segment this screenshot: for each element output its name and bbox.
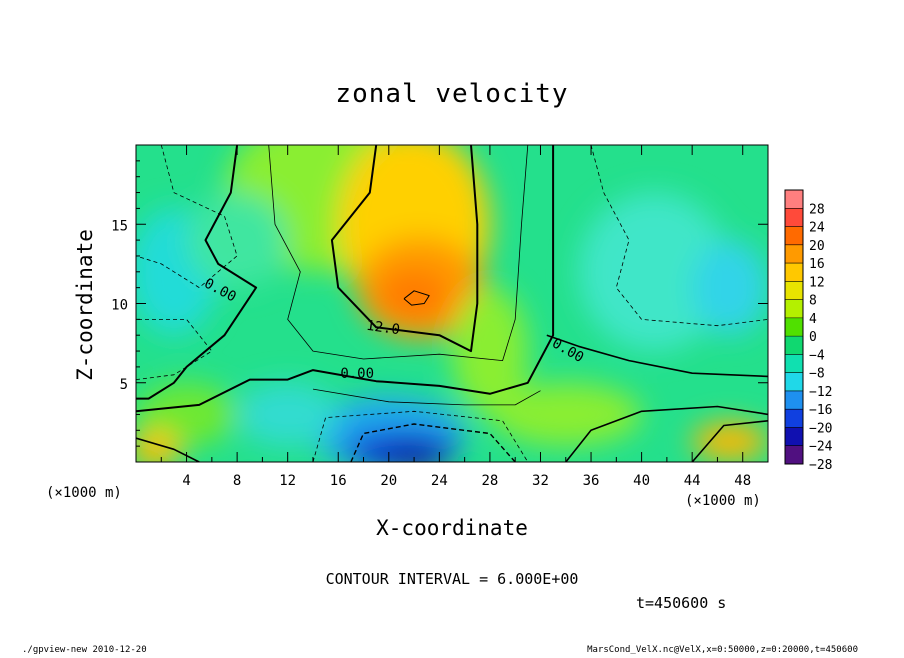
colorbar-cell bbox=[785, 299, 803, 318]
colorbar-cell bbox=[785, 354, 803, 373]
colorbar-cell bbox=[785, 390, 803, 410]
colorbar-label: −8 bbox=[809, 367, 825, 382]
x-tick-label: 16 bbox=[330, 473, 347, 489]
colorbar-label: 4 bbox=[809, 312, 817, 327]
colorbar-label: −16 bbox=[809, 403, 832, 418]
field-blob bbox=[378, 270, 450, 321]
contour-line bbox=[350, 423, 516, 462]
colorbar-cell bbox=[785, 244, 803, 264]
chart-title: zonal velocity bbox=[335, 79, 568, 109]
contour-line bbox=[312, 410, 529, 462]
colorbar-label: −4 bbox=[809, 348, 825, 363]
colorbar-label: 24 bbox=[809, 221, 825, 236]
x-tick-label: 12 bbox=[279, 473, 296, 489]
x-tick-label: 20 bbox=[380, 473, 397, 489]
contour-interval-text: CONTOUR INTERVAL = 6.000E+00 bbox=[326, 570, 579, 588]
x-tick-label: 36 bbox=[583, 473, 600, 489]
field-blobs bbox=[136, 145, 768, 462]
footer-left: ./gpview-new 2010-12-20 bbox=[22, 645, 147, 654]
x-axis-ticks: 4 8 12 16 20 24 28 32 36 40 44 48 bbox=[160, 145, 751, 489]
x-tick-label: 44 bbox=[684, 473, 701, 489]
contour-label: 0.00 bbox=[340, 366, 374, 382]
y-unit-label: (×1000 m) bbox=[46, 485, 122, 501]
colorbar-cell bbox=[785, 208, 803, 227]
colorbar-label: −24 bbox=[809, 440, 833, 455]
contour-line bbox=[136, 145, 258, 400]
colorbar-label: −20 bbox=[809, 421, 832, 436]
colorbar-cell bbox=[785, 336, 803, 355]
contour-line bbox=[403, 290, 430, 306]
x-axis-title: X-coordinate bbox=[376, 516, 528, 540]
contour-line bbox=[136, 145, 555, 413]
colorbar-label: 20 bbox=[809, 239, 825, 254]
y-tick-label: 15 bbox=[111, 218, 128, 234]
contour-line bbox=[268, 145, 529, 362]
x-tick-label: 40 bbox=[633, 473, 650, 489]
colorbar-cell bbox=[785, 409, 803, 428]
field-blob bbox=[578, 192, 731, 352]
y-axis-title: Z-coordinate bbox=[73, 229, 97, 381]
field-blob bbox=[237, 382, 339, 447]
colorbar-label: −28 bbox=[809, 458, 832, 473]
x-tick-label: 24 bbox=[431, 473, 448, 489]
x-tick-label: 48 bbox=[734, 473, 751, 489]
field-blob bbox=[489, 382, 642, 447]
contour-line bbox=[330, 145, 479, 353]
footer-right: MarsCond_VelX.nc@VelX,x=0:50000,z=0:2000… bbox=[587, 645, 858, 654]
field-blob bbox=[186, 192, 288, 288]
contour-line bbox=[136, 437, 200, 462]
colorbar-label: −12 bbox=[809, 385, 832, 400]
field-blob bbox=[692, 240, 768, 336]
colorbar-label: 12 bbox=[809, 275, 825, 290]
colorbar-cell bbox=[785, 281, 803, 300]
x-tick-label: 32 bbox=[532, 473, 549, 489]
contour-label: 12.0 bbox=[365, 318, 401, 339]
colorbar-label: 28 bbox=[809, 202, 825, 217]
y-tick-label: 10 bbox=[111, 298, 128, 314]
contour-line bbox=[590, 145, 768, 327]
contour-line bbox=[565, 405, 768, 462]
colorbar-cell bbox=[785, 263, 803, 282]
colorbar: 28 24 20 16 12 8 4 0 −4 −8 −12 −16 −20 −24 −28 bbox=[784, 189, 833, 473]
colorbar-label: 0 bbox=[809, 330, 817, 345]
contour-lines bbox=[136, 145, 768, 462]
colorbar-cell bbox=[785, 317, 803, 337]
x-tick-label: 8 bbox=[233, 473, 241, 489]
y-tick-label: 5 bbox=[120, 377, 128, 393]
contour-line bbox=[136, 145, 238, 289]
field-blob bbox=[452, 287, 528, 415]
colorbar-cell bbox=[785, 226, 803, 245]
y-axis-ticks: 5 10 15 bbox=[111, 160, 768, 447]
contour-line bbox=[691, 420, 768, 462]
contour-line bbox=[546, 334, 768, 378]
field-blob bbox=[692, 422, 768, 461]
x-tick-label: 4 bbox=[182, 473, 190, 489]
colorbar-label: 16 bbox=[809, 257, 825, 272]
colorbar-cell bbox=[785, 190, 803, 209]
x-unit-label: (×1000 m) bbox=[685, 493, 761, 509]
colorbar-cell bbox=[785, 372, 803, 391]
colorbar-label: 8 bbox=[809, 294, 817, 309]
contour-line bbox=[312, 388, 541, 406]
colorbar-cell bbox=[785, 427, 803, 446]
time-label: t=450600 s bbox=[636, 594, 726, 612]
field-layer bbox=[136, 145, 768, 462]
x-tick-label: 28 bbox=[481, 473, 498, 489]
field-blob bbox=[382, 442, 446, 462]
colorbar-cell bbox=[785, 445, 803, 464]
field-blob bbox=[136, 430, 181, 462]
contour-line bbox=[136, 318, 213, 380]
